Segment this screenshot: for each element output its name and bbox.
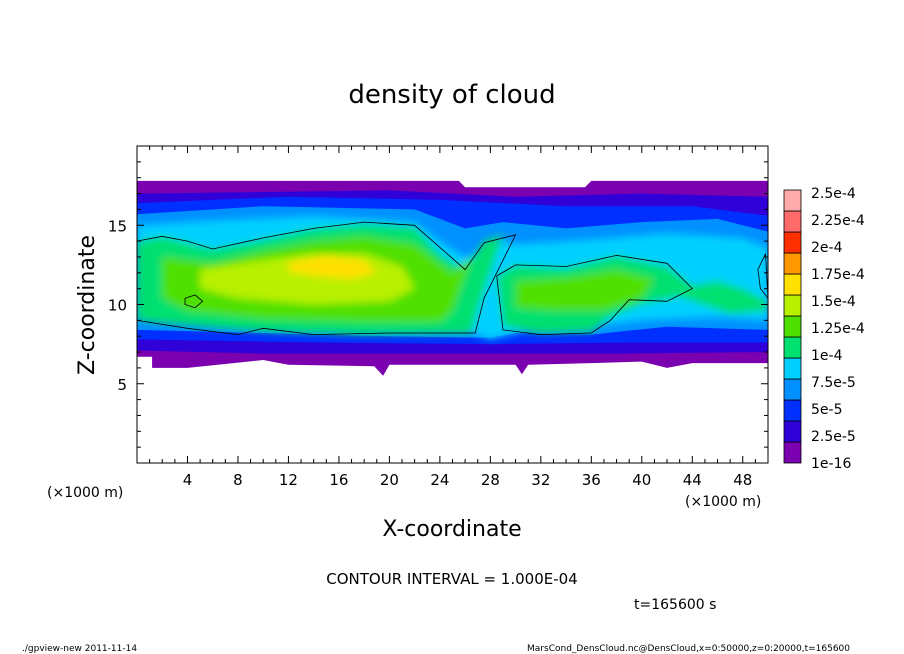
time-label: t=165600 s [634, 597, 716, 613]
colorbar-label-2: 5e-5 [811, 402, 842, 418]
colorbar-label-0: 1e-16 [811, 456, 851, 472]
colorbar-swatch-4 [783, 357, 802, 380]
band-lightgreen-right [515, 269, 655, 311]
y-axis-unit: (×1000 m) [47, 485, 123, 501]
x-tick-label-2: 12 [279, 471, 298, 489]
y-axis-ticks: 5 10 15 [108, 161, 768, 448]
y-tick-label-1: 10 [108, 297, 127, 315]
y-tick-label-0: 5 [117, 376, 127, 394]
x-axis-label: X-coordinate [382, 517, 521, 542]
footer-right: MarsCond_DensCloud.nc@DensCloud,x=0:5000… [527, 644, 850, 654]
contour-left [137, 221, 517, 336]
colorbar: 1e-16 2.5e-5 5e-5 7.5e-5 1e-4 1.25e-4 1.5e-4 1.… [783, 186, 865, 472]
colorbar-swatch-5 [783, 336, 802, 359]
x-tick-label-3: 16 [329, 471, 348, 489]
x-tick-label-5: 24 [430, 471, 449, 489]
x-tick-label-6: 28 [481, 471, 500, 489]
band-yellow [288, 255, 377, 280]
colorbar-label-4: 1e-4 [811, 348, 843, 364]
x-tick-label-1: 8 [233, 471, 243, 489]
colorbar-swatch-0 [783, 441, 802, 464]
x-axis-ticks: 4 8 12 16 20 24 28 32 36 40 44 48 [149, 146, 756, 489]
x-axis-unit: (×1000 m) [685, 494, 761, 510]
x-tick-label-0: 4 [183, 471, 193, 489]
contour-edge [757, 253, 768, 299]
chart-title: density of cloud [348, 80, 555, 110]
colorbar-label-8: 2e-4 [811, 240, 843, 256]
x-tick-label-8: 36 [582, 471, 601, 489]
contour-right [496, 254, 693, 336]
x-tick-label-10: 44 [683, 471, 702, 489]
colorbar-label-3: 7.5e-5 [811, 375, 856, 391]
band-inner-blur [137, 215, 768, 340]
x-tick-label-4: 20 [380, 471, 399, 489]
colorbar-label-5: 1.25e-4 [811, 321, 865, 337]
colorbar-swatch-11 [783, 210, 802, 233]
colorbar-swatch-12 [783, 189, 802, 212]
colorbar-swatch-7 [783, 294, 802, 317]
x-tick-label-7: 32 [531, 471, 550, 489]
contour-island [184, 294, 204, 309]
footer-left: ./gpview-new 2011-11-14 [22, 644, 137, 654]
colorbar-swatch-10 [783, 231, 802, 254]
colorbar-label-1: 2.5e-5 [811, 429, 856, 445]
y-axis-label: Z-coordinate [75, 235, 100, 375]
colorbar-swatch-3 [783, 378, 802, 401]
colorbar-swatch-2 [783, 399, 802, 422]
plot-area [137, 180, 768, 376]
colorbar-swatch-1 [783, 420, 802, 443]
colorbar-swatch-6 [783, 315, 802, 338]
colorbar-swatch-9 [783, 252, 802, 275]
colorbar-label-10: 2.5e-4 [811, 186, 856, 202]
colorbar-swatch-8 [783, 273, 802, 296]
contour-interval: CONTOUR INTERVAL = 1.000E-04 [326, 570, 577, 588]
y-tick-label-2: 15 [108, 217, 127, 235]
cloud-band [137, 180, 768, 376]
x-tick-label-11: 48 [733, 471, 752, 489]
colorbar-label-6: 1.5e-4 [811, 294, 856, 310]
x-tick-label-9: 40 [632, 471, 651, 489]
colorbar-label-9: 2.25e-4 [811, 213, 865, 229]
colorbar-label-7: 1.75e-4 [811, 267, 865, 283]
